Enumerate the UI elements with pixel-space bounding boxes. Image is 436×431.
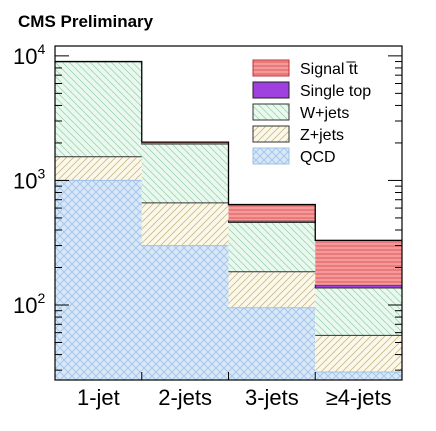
bar-w-jets-3-jets xyxy=(228,222,316,272)
bar-signal-t-t-2-jets xyxy=(141,142,229,144)
bar-w-jets-1-jet xyxy=(55,61,142,157)
bar-qcd-3-jets xyxy=(228,307,316,380)
legend: Signal t̅t Single top W+jets Z+jets QCD xyxy=(252,59,371,166)
bar-z-jets-1-jet xyxy=(55,156,142,181)
legend-swatch-single-top xyxy=(252,81,290,99)
x-axis: 1-jet 2-jets 3-jets ≥4-jets xyxy=(77,372,392,410)
bar-signal-t-t-4-jets xyxy=(315,240,402,285)
bar-z-jets-2-jets xyxy=(141,202,229,246)
bar-stack-group xyxy=(55,61,403,380)
bar-qcd-4-jets xyxy=(315,371,402,380)
legend-swatch-z-jets xyxy=(252,125,290,143)
bar-z-jets-3-jets xyxy=(228,271,316,308)
bar-w-jets-4-jets xyxy=(315,287,402,336)
legend-label-single-top: Single top xyxy=(300,83,371,100)
bar-z-jets-4-jets xyxy=(315,335,402,372)
bar-qcd-2-jets xyxy=(141,245,229,380)
legend-label-w-jets: W+jets xyxy=(300,105,349,122)
legend-label-z-jets: Z+jets xyxy=(300,127,344,144)
legend-label-signal-t-t: Signal t̅t xyxy=(300,61,358,78)
x-category-label: ≥4-jets xyxy=(326,385,392,410)
y-tick-label: 102 xyxy=(13,290,45,318)
histogram-total-outline xyxy=(55,60,402,242)
histogram-outline-group xyxy=(55,60,402,373)
y-tick-label: 103 xyxy=(13,165,45,193)
x-category-label: 2-jets xyxy=(158,385,212,410)
bar-w-jets-2-jets xyxy=(141,144,229,203)
chart-title: CMS Preliminary xyxy=(18,12,154,31)
legend-swatch-w-jets xyxy=(252,103,290,121)
bar-signal-t-t-3-jets xyxy=(228,204,316,221)
bar-qcd-1-jet xyxy=(55,180,142,380)
legend-label-qcd: QCD xyxy=(300,149,336,166)
legend-swatch-signal-t-t xyxy=(252,59,290,77)
x-category-label: 1-jet xyxy=(77,385,120,410)
x-category-label: 3-jets xyxy=(245,385,299,410)
y-tick-label: 104 xyxy=(13,41,45,69)
legend-swatch-qcd xyxy=(252,147,290,165)
